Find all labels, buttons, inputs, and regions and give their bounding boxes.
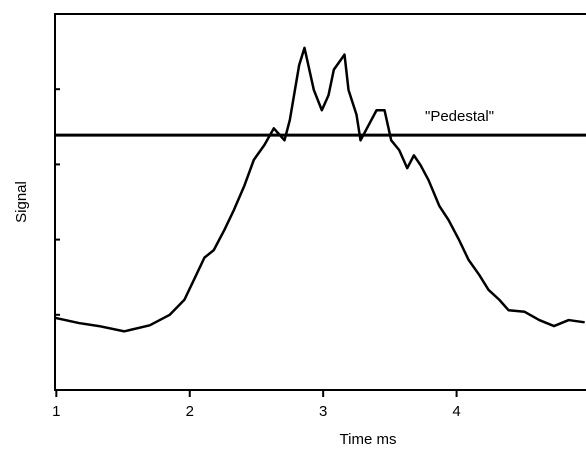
y-axis-label: Signal xyxy=(13,181,30,223)
pedestal-label: "Pedestal" xyxy=(425,108,494,125)
signal-line xyxy=(54,46,585,333)
plot-frame xyxy=(54,13,586,391)
x-tick-label: 1 xyxy=(52,403,60,420)
x-tick-label: 2 xyxy=(186,403,194,420)
x-tick-label: 3 xyxy=(319,403,327,420)
x-tick-label: 4 xyxy=(452,403,460,420)
x-axis-label: Time ms xyxy=(340,431,397,448)
